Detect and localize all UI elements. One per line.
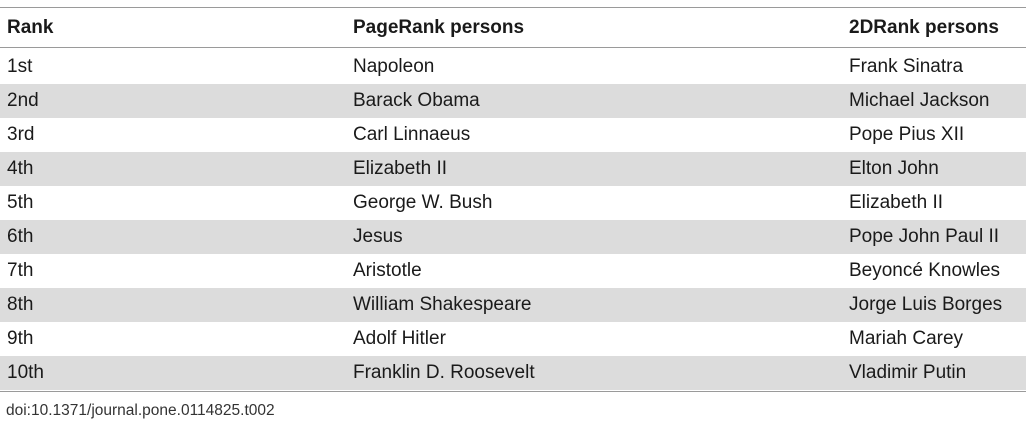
rank-cell: 3rd	[7, 124, 35, 145]
pagerank-person-cell: Carl Linnaeus	[353, 124, 471, 145]
table-row: 8th William Shakespeare Jorge Luis Borge…	[0, 288, 1026, 322]
table-row: 6th Jesus Pope John Paul II	[0, 220, 1026, 254]
pagerank-person-cell: Napoleon	[353, 56, 435, 77]
table-bottom-rule	[0, 391, 1026, 392]
table-body: 1st Napoleon Frank Sinatra 2nd Barack Ob…	[0, 50, 1026, 390]
table-row: 1st Napoleon Frank Sinatra	[0, 50, 1026, 84]
pagerank-person-cell: George W. Bush	[353, 192, 493, 213]
2drank-person-cell: Mariah Carey	[849, 328, 964, 349]
2drank-person-cell: Elizabeth II	[849, 192, 943, 213]
pagerank-person-cell: Barack Obama	[353, 90, 480, 111]
table-row: 10th Franklin D. Roosevelt Vladimir Puti…	[0, 356, 1026, 390]
table-row: 3rd Carl Linnaeus Pope Pius XII	[0, 118, 1026, 152]
pagerank-person-cell: Franklin D. Roosevelt	[353, 362, 535, 383]
header-pagerank-persons: PageRank persons	[353, 17, 525, 38]
pagerank-person-cell: Elizabeth II	[353, 158, 447, 179]
table-row: 4th Elizabeth II Elton John	[0, 152, 1026, 186]
2drank-person-cell: Pope Pius XII	[849, 124, 965, 145]
rank-cell: 5th	[7, 192, 34, 213]
table-row: 5th George W. Bush Elizabeth II	[0, 186, 1026, 220]
header-2drank-persons: 2DRank persons	[849, 17, 999, 38]
header-rank: Rank	[7, 17, 54, 38]
rank-cell: 7th	[7, 260, 34, 281]
rank-cell: 4th	[7, 158, 34, 179]
rank-cell: 8th	[7, 294, 34, 315]
table-row: 2nd Barack Obama Michael Jackson	[0, 84, 1026, 118]
table-top-rule	[0, 7, 1026, 8]
2drank-person-cell: Beyoncé Knowles	[849, 260, 1001, 281]
rank-cell: 6th	[7, 226, 34, 247]
2drank-person-cell: Frank Sinatra	[849, 56, 964, 77]
rank-cell: 10th	[7, 362, 44, 383]
table-header-row: Rank PageRank persons 2DRank persons	[0, 8, 1026, 47]
rank-cell: 2nd	[7, 90, 39, 111]
pagerank-person-cell: Adolf Hitler	[353, 328, 446, 349]
pagerank-person-cell: Jesus	[353, 226, 403, 247]
rank-cell: 9th	[7, 328, 34, 349]
pagerank-person-cell: William Shakespeare	[353, 294, 532, 315]
2drank-person-cell: Vladimir Putin	[849, 362, 967, 383]
table-row: 7th Aristotle Beyoncé Knowles	[0, 254, 1026, 288]
rank-cell: 1st	[7, 56, 33, 77]
table-header-rule	[0, 47, 1026, 48]
pagerank-person-cell: Aristotle	[353, 260, 422, 281]
2drank-person-cell: Elton John	[849, 158, 939, 179]
doi-caption: doi:10.1371/journal.pone.0114825.t002	[6, 402, 275, 419]
2drank-person-cell: Michael Jackson	[849, 90, 990, 111]
table-row: 9th Adolf Hitler Mariah Carey	[0, 322, 1026, 356]
2drank-person-cell: Pope John Paul II	[849, 226, 999, 247]
2drank-person-cell: Jorge Luis Borges	[849, 294, 1003, 315]
